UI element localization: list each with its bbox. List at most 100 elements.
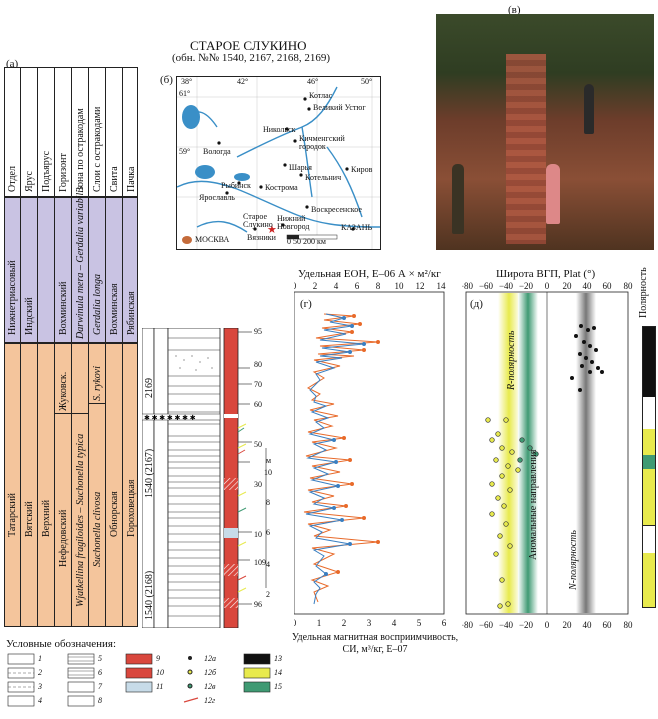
- legend-title: Условные обозначения:: [6, 638, 117, 650]
- yarus-indian: Индский: [24, 297, 35, 335]
- svg-text:20: 20: [563, 620, 573, 630]
- svg-text:−80: −80: [462, 620, 474, 630]
- lat-61: 61°: [179, 89, 191, 98]
- strat-column: Отдел Ярус Подъярус Горизонт Зона по ост…: [4, 67, 138, 627]
- svg-text:4: 4: [334, 281, 339, 291]
- svg-text:6: 6: [355, 281, 360, 291]
- svg-text:80: 80: [624, 620, 634, 630]
- depth-80: 80: [254, 360, 262, 369]
- lon-42: 42°: [237, 77, 249, 86]
- svg-text:80: 80: [624, 281, 634, 291]
- podyarus-upper: Верхний: [41, 499, 52, 537]
- city-kotlas: Котлас: [309, 91, 333, 100]
- col-header-otdel: Отдел: [7, 166, 18, 192]
- svg-text:6: 6: [442, 618, 446, 628]
- lon-50: 50°: [361, 77, 373, 86]
- panel-label-g: (г): [300, 298, 312, 310]
- svg-text:3: 3: [367, 618, 372, 628]
- meter-label: м: [266, 456, 272, 465]
- otdel-triassic: Нижнетриасовый: [7, 260, 18, 335]
- legend-15: 15: [274, 682, 282, 691]
- city-kotelnich: Котельнич: [305, 173, 342, 182]
- svg-text:2: 2: [342, 618, 347, 628]
- depth-96: 96: [254, 600, 262, 609]
- lithology-section: ✱ ✱ ✱ ✱ ✱ ✱ ✱: [141, 327, 277, 629]
- city-nnovgorod: Нижний Новгород: [277, 214, 310, 231]
- legend-5: 5: [98, 654, 102, 663]
- svg-text:−80: −80: [462, 281, 474, 291]
- plot-d: −80 −60 −40 −20 0 20 40 60 80 −80 −60 −40 −20 0 20 4…: [459, 280, 634, 636]
- city-kostroma: Кострома: [265, 183, 298, 192]
- zone-wjatkellina: Wjatkellina fragiloides – Suchonella typ…: [75, 433, 86, 607]
- svg-text:60: 60: [603, 620, 613, 630]
- col-header-gorizont: Горизонт: [58, 153, 69, 192]
- col-header-podyarus: Подъярус: [41, 150, 52, 192]
- svg-text:5: 5: [417, 618, 422, 628]
- r-polarity-label: R-полярность: [506, 330, 517, 390]
- plot-g-bottom-label: Удельная магнитная восприимчивость, СИ, …: [291, 632, 459, 655]
- city-rybinsk: Рыбинск: [221, 181, 251, 190]
- city-kazan: КАЗАНЬ: [341, 223, 373, 232]
- depth-30: 30: [254, 480, 262, 489]
- location-map: ★ 38° 42° 46° 50° 61° 59° Котлас Великий…: [176, 76, 381, 250]
- city-slukino: Старое Слукино: [243, 212, 273, 229]
- svg-text:−40: −40: [499, 620, 514, 630]
- svg-text:14: 14: [437, 281, 447, 291]
- panel-label-b: (б): [160, 74, 173, 86]
- city-yaroslavl: Ярославль: [199, 193, 235, 202]
- panel-label-v: (в): [508, 4, 521, 16]
- depth-50: 50: [254, 440, 262, 449]
- legend-12g: 12г: [204, 696, 216, 705]
- depth-60: 60: [254, 400, 262, 409]
- yarus-vyatka: Вятский: [24, 501, 35, 537]
- svg-text:12: 12: [416, 281, 425, 291]
- legend-4: 4: [38, 696, 42, 705]
- legend-2: 2: [38, 668, 42, 677]
- svg-text:−60: −60: [479, 281, 494, 291]
- svg-text:✱ ✱ ✱ ✱ ✱ ✱ ✱: ✱ ✱ ✱ ✱ ✱ ✱ ✱: [144, 414, 196, 422]
- n-polarity-label: N-полярность: [568, 530, 579, 590]
- figure-title: СТАРОЕ СЛУКИНО: [190, 38, 307, 53]
- col-header-svita: Свита: [109, 166, 120, 192]
- legend-11: 11: [156, 682, 164, 691]
- scale-2: 2: [266, 590, 270, 599]
- pachka-gorokhovets: Гороховецкая: [126, 479, 137, 537]
- svita-vokhma: Вохминская: [109, 283, 120, 335]
- legend-1: 1: [38, 654, 42, 663]
- zone-darwinula: Darwinula mera – Gerdalia variabilis: [75, 186, 86, 339]
- legend-13: 13: [274, 654, 282, 663]
- svg-text:40: 40: [583, 620, 593, 630]
- city-vologda: Вологда: [203, 147, 231, 156]
- svg-text:60: 60: [603, 281, 613, 291]
- svg-text:−20: −20: [519, 620, 534, 630]
- col-header-sloi: Слои с остракодами: [92, 106, 103, 192]
- legend: [6, 652, 306, 714]
- scale-6: 6: [266, 528, 270, 537]
- city-moscow: МОСКВА: [195, 235, 230, 244]
- legend-8: 8: [98, 696, 102, 705]
- section-label-2169: 2169: [144, 378, 155, 398]
- svg-text:0: 0: [545, 620, 550, 630]
- scale-10: 10: [264, 468, 272, 477]
- section-label-2167: 1540 (2167): [144, 448, 155, 498]
- city-nikolsk: Никольск: [263, 125, 296, 134]
- svg-text:−40: −40: [499, 281, 514, 291]
- city-kichmenga: Кичменгский городок: [299, 134, 345, 151]
- anomaly-label: Аномальные направления: [528, 449, 539, 561]
- depth-70: 70: [254, 380, 262, 389]
- legend-7: 7: [98, 682, 102, 691]
- scale-4: 4: [266, 560, 270, 569]
- lon-46: 46°: [307, 77, 319, 86]
- pachka-ryabinsk: Рябинская: [126, 291, 137, 335]
- polarity-header: Полярность: [638, 267, 649, 318]
- map-scale: 0 50 200 км: [287, 237, 326, 246]
- svg-text:2: 2: [313, 281, 318, 291]
- depth-10: 10: [254, 530, 262, 539]
- city-sharya: Шарья: [289, 163, 312, 172]
- svg-text:0: 0: [545, 281, 550, 291]
- layers-suchonella: Suchonella clivosa: [92, 491, 103, 567]
- svg-text:0: 0: [294, 281, 297, 291]
- legend-12v: 12в: [204, 682, 216, 691]
- legend-3: 3: [38, 682, 42, 691]
- svg-text:40: 40: [583, 281, 593, 291]
